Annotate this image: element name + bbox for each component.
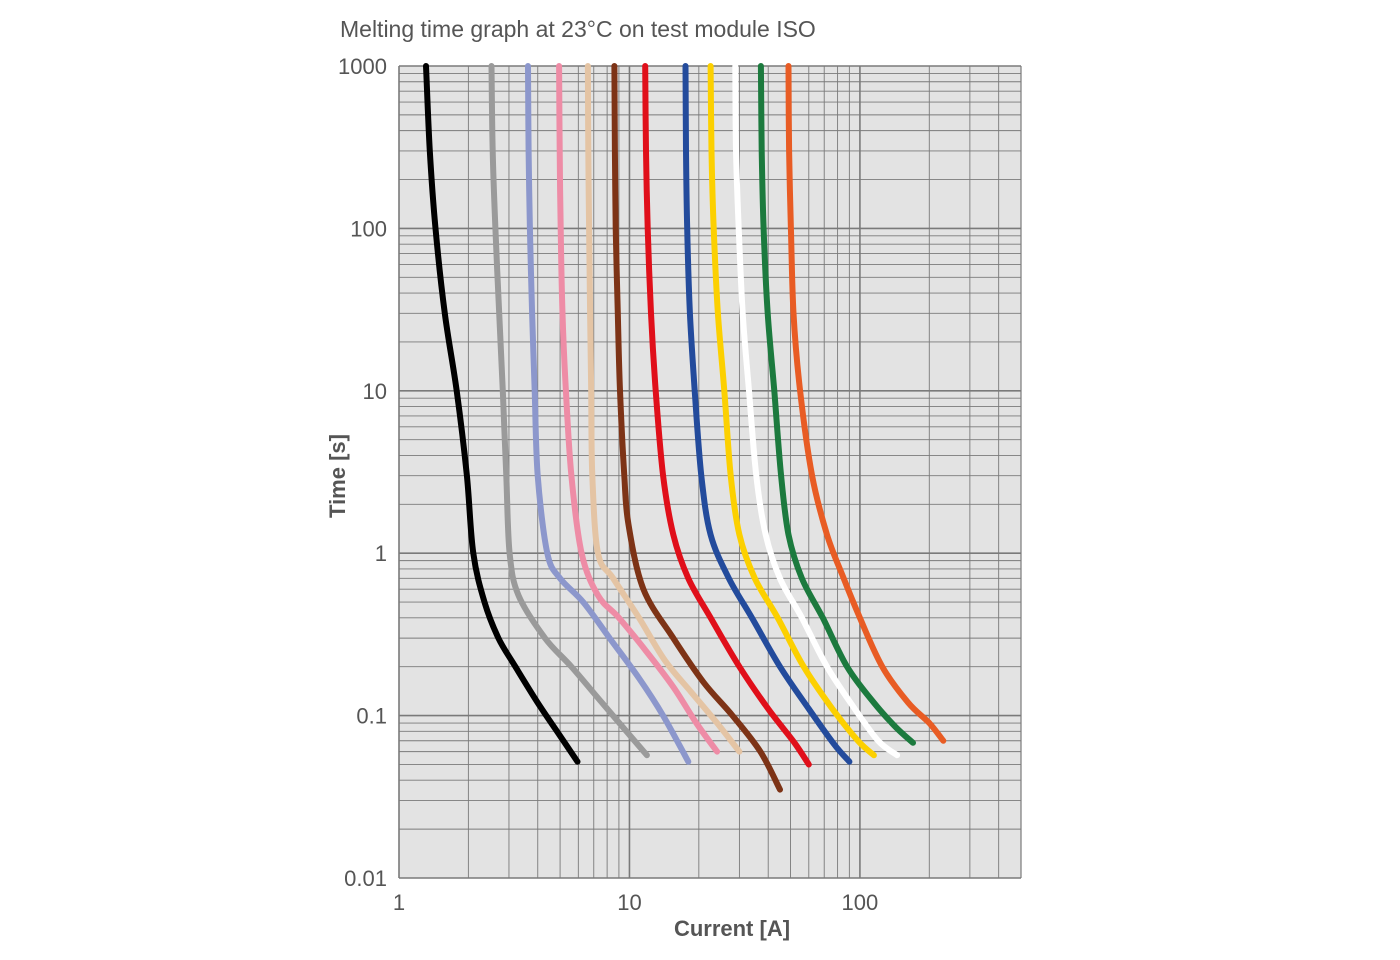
series-line-9 <box>707 63 877 759</box>
y-axis-label: Time [s] <box>325 434 350 518</box>
series-line-12 <box>785 63 947 744</box>
grid-minor <box>399 66 1022 878</box>
series-lines <box>423 63 947 793</box>
x-tick-labels: 1 10 100 <box>393 890 878 915</box>
series-line-4 <box>556 63 721 755</box>
chart-title: Melting time graph at 23°C on test modul… <box>340 16 816 42</box>
series-line-11 <box>757 63 916 746</box>
x-tick-label: 100 <box>842 890 879 915</box>
y-tick-label: 0.1 <box>356 704 387 729</box>
series-line-2 <box>488 63 650 759</box>
series-line-10 <box>732 63 901 759</box>
series-line-5 <box>584 63 743 755</box>
y-tick-label: 0.01 <box>344 866 387 891</box>
series-line-3 <box>525 63 692 765</box>
y-tick-label: 1 <box>375 541 387 566</box>
y-tick-label: 100 <box>350 216 387 241</box>
x-tick-label: 10 <box>617 890 641 915</box>
series-line-7 <box>642 63 812 768</box>
series-line-8 <box>682 63 853 765</box>
x-tick-label: 1 <box>393 890 405 915</box>
y-tick-labels: 1000 100 10 1 0.1 0.01 <box>338 54 387 891</box>
y-tick-label: 10 <box>363 379 387 404</box>
series-line-1 <box>423 63 581 765</box>
series-line-6 <box>611 63 783 793</box>
y-tick-label: 1000 <box>338 54 387 79</box>
x-axis-label: Current [A] <box>674 916 790 941</box>
